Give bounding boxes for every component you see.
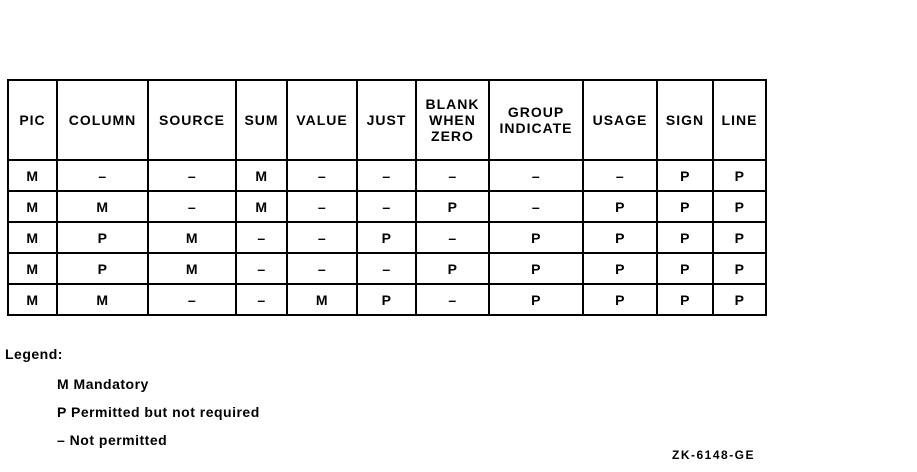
table-cell: P xyxy=(656,252,714,285)
table-cell: P xyxy=(582,283,658,316)
table-cell: – xyxy=(56,159,149,192)
column-header-blank-when-zero: BLANK WHEN ZERO xyxy=(415,79,490,161)
table-cell: P xyxy=(656,283,714,316)
table-cell: M xyxy=(7,221,58,254)
column-header-source: SOURCE xyxy=(147,79,237,161)
figure-label: ZK-6148-GE xyxy=(672,448,756,462)
table-cell: – xyxy=(235,283,288,316)
table-cell: P xyxy=(356,283,417,316)
table-cell: P xyxy=(712,221,767,254)
column-header-column: COLUMN xyxy=(56,79,149,161)
legend-item-mandatory: M Mandatory xyxy=(57,376,149,392)
table-cell: P xyxy=(415,190,490,223)
column-header-usage: USAGE xyxy=(582,79,658,161)
table-cell: M xyxy=(7,190,58,223)
table-cell: M xyxy=(7,252,58,285)
table-row: M – – M – – – – – P P xyxy=(7,159,767,192)
table-cell: – xyxy=(356,252,417,285)
table-cell: M xyxy=(56,283,149,316)
table-cell: – xyxy=(415,159,490,192)
table-cell: – xyxy=(488,190,584,223)
table-cell: M xyxy=(56,190,149,223)
table-cell: M xyxy=(286,283,358,316)
table-cell: M xyxy=(7,283,58,316)
table-cell: – xyxy=(235,221,288,254)
table-row: M P M – – P – P P P P xyxy=(7,221,767,254)
table-cell: P xyxy=(415,252,490,285)
table-cell: P xyxy=(56,252,149,285)
table-cell: P xyxy=(656,221,714,254)
table-cell: P xyxy=(56,221,149,254)
table-row: M P M – – – P P P P P xyxy=(7,252,767,285)
table-cell: – xyxy=(286,252,358,285)
column-header-group-indicate: GROUP INDICATE xyxy=(488,79,584,161)
table-cell: – xyxy=(235,252,288,285)
table-cell: P xyxy=(656,159,714,192)
table-cell: M xyxy=(147,252,237,285)
table-cell: M xyxy=(235,190,288,223)
table-cell: – xyxy=(488,159,584,192)
table-cell: M xyxy=(7,159,58,192)
column-header-pic: PIC xyxy=(7,79,58,161)
table-cell: P xyxy=(712,190,767,223)
table-cell: P xyxy=(712,252,767,285)
table-cell: P xyxy=(712,283,767,316)
table-cell: M xyxy=(147,221,237,254)
table-cell: – xyxy=(286,190,358,223)
clause-matrix-table: PIC COLUMN SOURCE SUM VALUE JUST BLANK W… xyxy=(7,79,767,316)
table-row: M M – – M P – P P P P xyxy=(7,283,767,316)
table-cell: P xyxy=(712,159,767,192)
table-cell: P xyxy=(488,221,584,254)
column-header-sign: SIGN xyxy=(656,79,714,161)
legend-item-not-permitted: – Not permitted xyxy=(57,432,168,448)
table-cell: M xyxy=(235,159,288,192)
table-cell: P xyxy=(656,190,714,223)
table-cell: – xyxy=(415,283,490,316)
table-row: M M – M – – P – P P P xyxy=(7,190,767,223)
column-header-line: LINE xyxy=(712,79,767,161)
column-header-sum: SUM xyxy=(235,79,288,161)
table-cell: – xyxy=(286,221,358,254)
table-cell: P xyxy=(488,252,584,285)
table-cell: – xyxy=(415,221,490,254)
column-header-value: VALUE xyxy=(286,79,358,161)
table-cell: – xyxy=(147,190,237,223)
table-cell: P xyxy=(488,283,584,316)
table-cell: – xyxy=(356,159,417,192)
table-cell: P xyxy=(582,221,658,254)
table-cell: P xyxy=(582,190,658,223)
column-header-just: JUST xyxy=(356,79,417,161)
legend-title: Legend: xyxy=(5,346,63,362)
legend-item-permitted: P Permitted but not required xyxy=(57,404,260,420)
table-cell: P xyxy=(356,221,417,254)
header-row: PIC COLUMN SOURCE SUM VALUE JUST BLANK W… xyxy=(7,79,767,161)
table-cell: – xyxy=(147,283,237,316)
table-cell: – xyxy=(286,159,358,192)
table-cell: – xyxy=(356,190,417,223)
table-cell: – xyxy=(582,159,658,192)
table-cell: P xyxy=(582,252,658,285)
table-cell: – xyxy=(147,159,237,192)
